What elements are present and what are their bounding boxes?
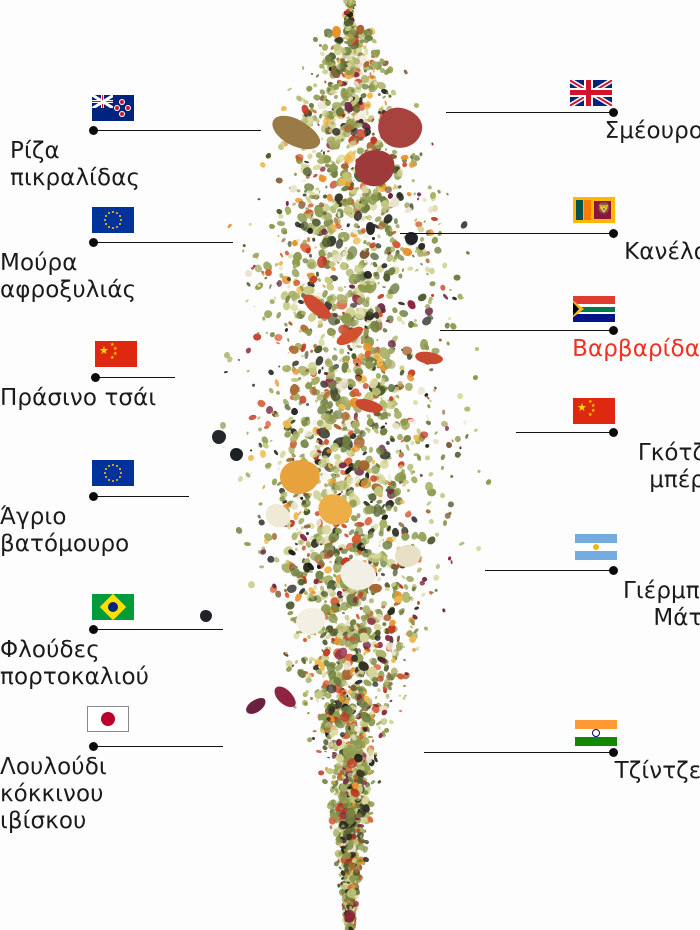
leader-line — [93, 746, 223, 747]
leader-dot — [90, 372, 100, 382]
leader-line — [424, 752, 618, 753]
leader-dot — [608, 325, 618, 335]
argentina-flag — [575, 534, 617, 560]
callout-label-elderberry: Μούρα αφροξυλιάς — [0, 250, 137, 304]
leader-line — [400, 233, 618, 234]
china-flag: ★ ★ ★ ★ ★ — [95, 341, 137, 367]
european-union-flag — [92, 207, 134, 233]
callout-label-green-tea: Πράσινο τσάι — [0, 385, 157, 411]
leader-line — [93, 130, 261, 131]
leader-line — [95, 377, 175, 378]
leader-dot — [88, 237, 98, 247]
united-kingdom-flag — [570, 80, 612, 106]
leader-line — [446, 112, 618, 113]
callout-label-dandelion-root: Ρίζα πικραλίδας — [10, 138, 141, 192]
leader-dot — [88, 741, 98, 751]
japan-flag — [87, 706, 129, 732]
callout-label-cinnamon: Κανέλα — [624, 239, 700, 265]
leader-line — [93, 496, 189, 497]
leader-line — [93, 242, 233, 243]
tea-blend-pile-photo — [150, 0, 550, 930]
leader-dot — [88, 624, 98, 634]
leader-line — [516, 432, 618, 433]
leader-dot — [608, 427, 618, 437]
leader-dot — [608, 747, 618, 757]
european-union-flag — [92, 460, 134, 486]
callout-label-rooibos: Βαρβαρίδα — [572, 336, 700, 362]
south-africa-flag — [573, 296, 615, 322]
callout-label-wild-blackberry: Άγριο βατόμουρο — [0, 504, 130, 558]
callout-label-yerba-mate: Γιέρμπα Μάτε — [623, 578, 700, 632]
new-zealand-flag — [92, 95, 134, 121]
india-flag — [575, 720, 617, 746]
callout-label-red-hibiscus-flower: Λουλούδι κόκκινου ιβίσκου — [0, 754, 107, 835]
leader-dot — [88, 491, 98, 501]
leader-line — [485, 570, 618, 571]
leader-line — [93, 629, 223, 630]
callout-label-goji-berry: Γκότζι μπέρι — [637, 440, 700, 494]
leader-dot — [608, 565, 618, 575]
sri-lanka-flag: 🦁 — [573, 197, 615, 223]
leader-dot — [608, 107, 618, 117]
callout-label-ginger: Τζίντζερ — [614, 758, 700, 784]
leader-line — [440, 330, 618, 331]
callout-label-orange-peel: Φλούδες πορτοκαλιού — [0, 637, 150, 691]
leader-dot — [608, 228, 618, 238]
brazil-flag — [92, 594, 134, 620]
leader-dot — [88, 125, 98, 135]
callout-label-raspberry: Σμέουρο — [604, 118, 700, 144]
china-flag: ★ ★ ★ ★ ★ — [573, 398, 615, 424]
